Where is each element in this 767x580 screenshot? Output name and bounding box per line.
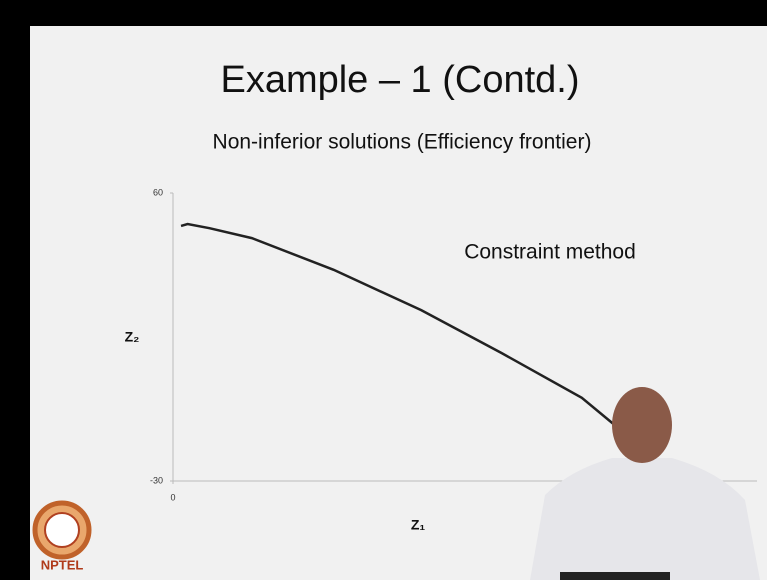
chart-subtitle: Non-inferior solutions (Efficiency front…: [213, 131, 592, 154]
annotation: Constraint method: [464, 241, 636, 264]
presenter-head: [612, 387, 672, 463]
chart-title: Example – 1 (Contd.): [220, 59, 579, 101]
logo-text: NPTEL: [41, 557, 84, 572]
y-axis-label: Z₂: [125, 329, 140, 345]
page: Example – 1 (Contd.) Non-inferior soluti…: [0, 0, 767, 580]
nptel-logo: NPTEL: [35, 503, 89, 572]
slide-frame: Example – 1 (Contd.) Non-inferior soluti…: [0, 0, 767, 580]
y-tick-label: 60: [153, 187, 163, 197]
y-tick-label: -30: [150, 475, 163, 485]
logo-core: [45, 513, 79, 547]
presenter-desk: [560, 572, 670, 580]
x-axis-label: Z₁: [411, 517, 426, 533]
x-tick-label: 0: [170, 492, 175, 502]
